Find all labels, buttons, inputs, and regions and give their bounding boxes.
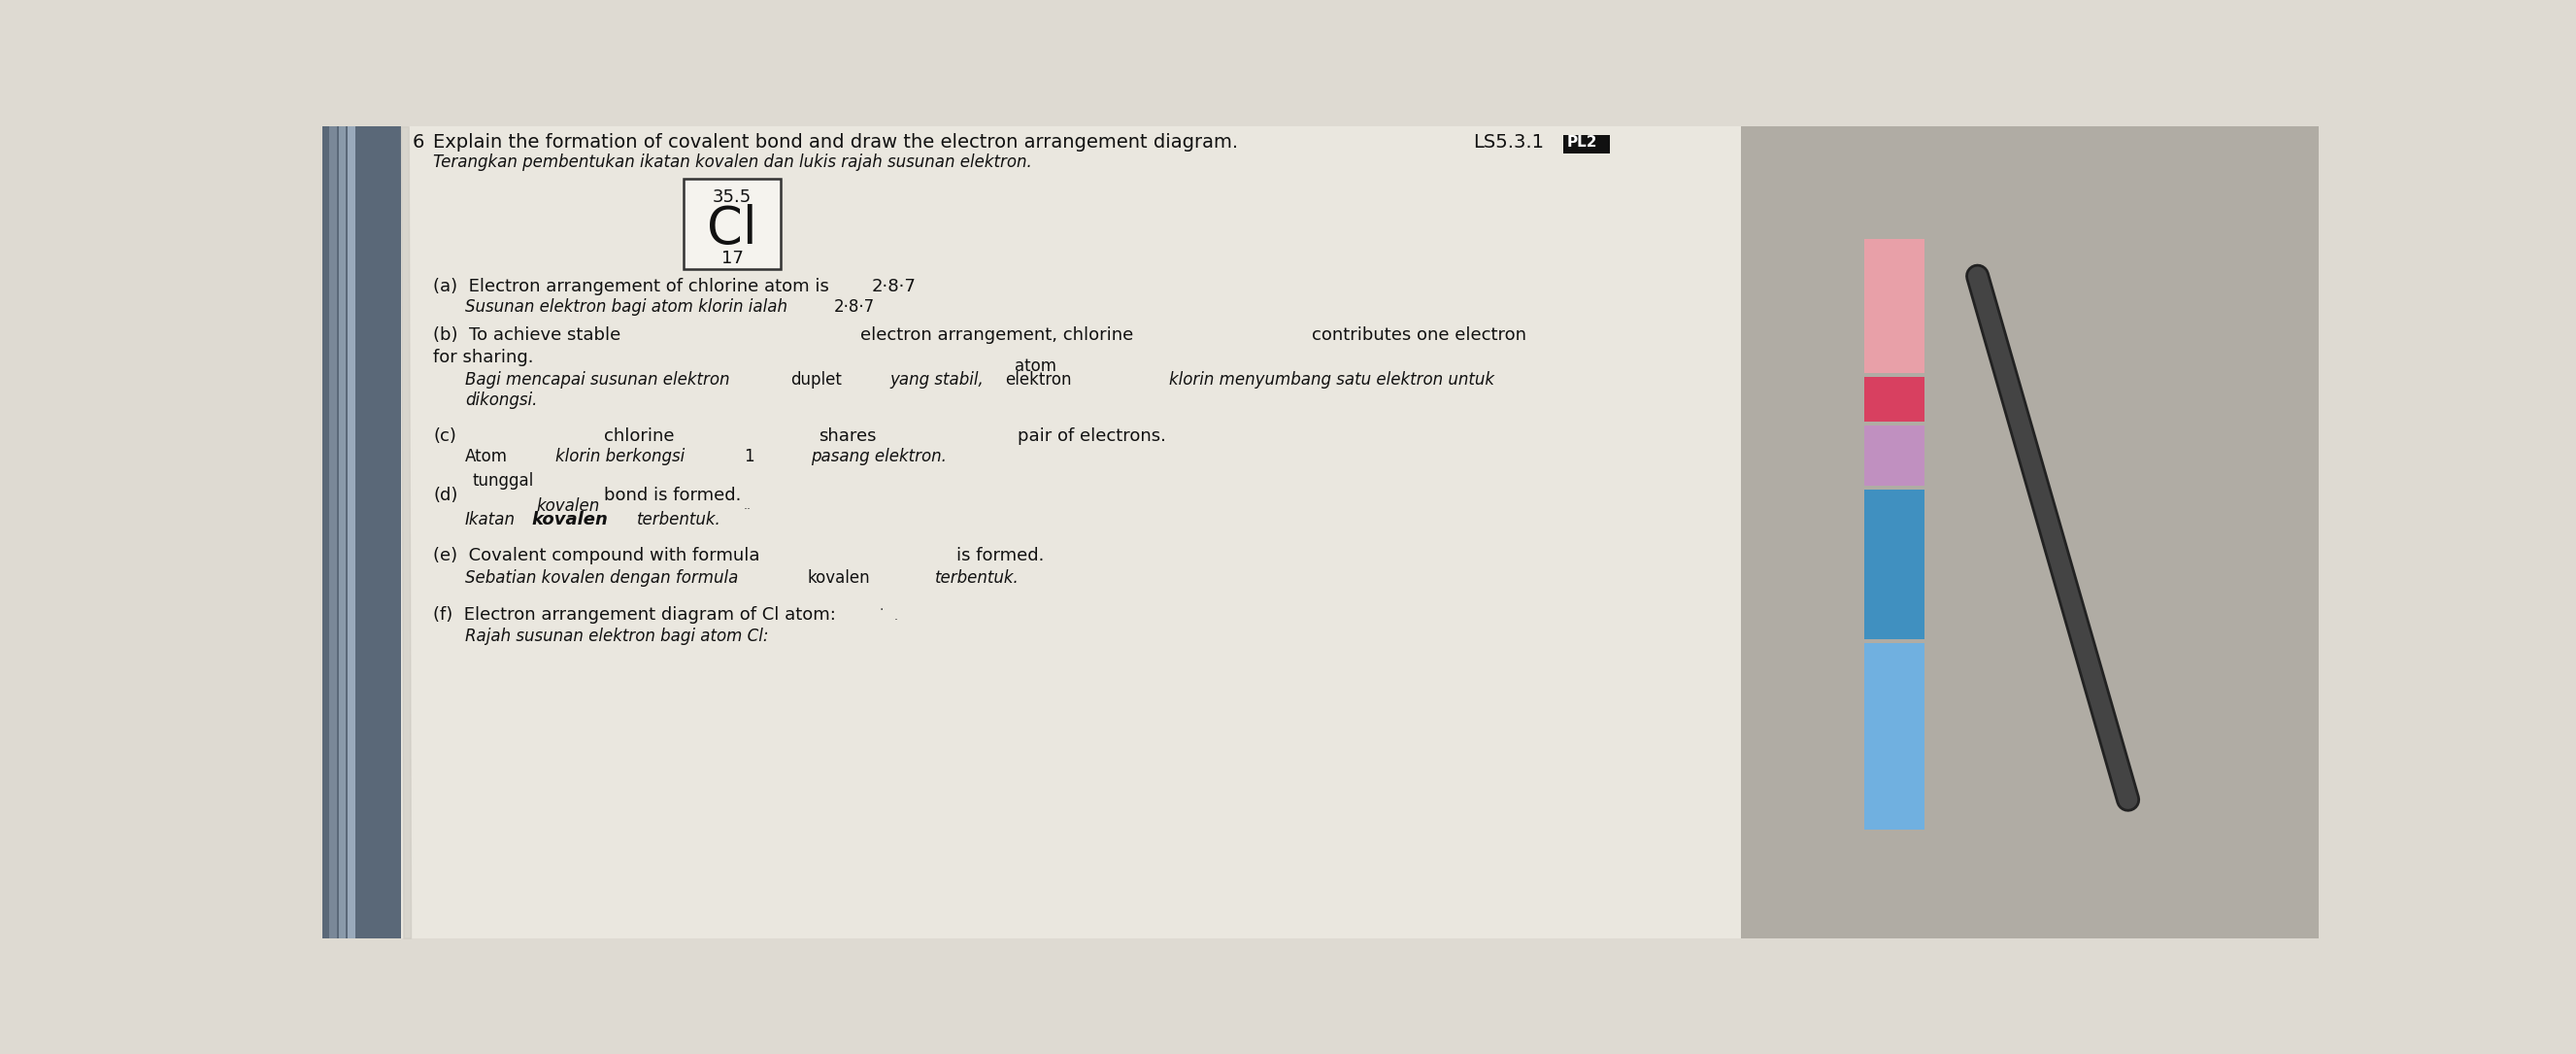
Text: chlorine: chlorine (605, 427, 675, 445)
Text: Cl: Cl (706, 204, 757, 255)
Bar (1865, 238, 1924, 373)
Text: pair of electrons.: pair of electrons. (1018, 427, 1167, 445)
Bar (1865, 489, 1924, 639)
Bar (402, 126, 1741, 938)
Text: for sharing.: for sharing. (433, 349, 533, 366)
Text: is formed.: is formed. (956, 547, 1043, 564)
Text: kovalen: kovalen (536, 497, 600, 514)
Text: 2·8·7: 2·8·7 (871, 277, 917, 295)
Text: Sebatian kovalen dengan formula: Sebatian kovalen dengan formula (466, 569, 739, 587)
Text: atom: atom (1015, 357, 1056, 375)
Text: (f)  Electron arrangement diagram of Cl atom:: (f) Electron arrangement diagram of Cl a… (433, 606, 837, 624)
Bar (348, 126, 355, 938)
Text: electron arrangement, chlorine: electron arrangement, chlorine (860, 326, 1133, 344)
Bar (683, 179, 781, 269)
Text: 35.5: 35.5 (714, 188, 752, 206)
Text: 17: 17 (721, 250, 744, 267)
Text: dikongsi.: dikongsi. (466, 392, 538, 409)
Bar (330, 126, 337, 938)
Bar (1865, 643, 1924, 829)
Bar (337, 126, 345, 938)
Text: Rajah susunan elektron bagi atom Cl:: Rajah susunan elektron bagi atom Cl: (466, 627, 768, 645)
Bar (322, 126, 404, 938)
Text: tunggal: tunggal (471, 472, 533, 489)
Text: Susunan elektron bagi atom klorin ialah: Susunan elektron bagi atom klorin ialah (466, 298, 788, 316)
Text: Explain the formation of covalent bond and draw the electron arrangement diagram: Explain the formation of covalent bond a… (433, 133, 1239, 152)
Bar (1865, 377, 1924, 422)
Text: kovalen: kovalen (806, 569, 871, 587)
Text: shares: shares (819, 427, 876, 445)
Text: Bagi mencapai susunan elektron: Bagi mencapai susunan elektron (466, 371, 729, 389)
Text: ·: · (878, 604, 884, 617)
Text: terbentuk.: terbentuk. (636, 511, 721, 528)
Text: contributes one electron: contributes one electron (1311, 326, 1525, 344)
Text: 2·8·7: 2·8·7 (835, 298, 876, 316)
Text: (e)  Covalent compound with formula: (e) Covalent compound with formula (433, 547, 760, 564)
Text: Terangkan pembentukan ikatan kovalen dan lukis rajah susunan elektron.: Terangkan pembentukan ikatan kovalen dan… (433, 153, 1033, 171)
Text: bond is formed.: bond is formed. (605, 487, 742, 505)
Text: terbentuk.: terbentuk. (935, 569, 1020, 587)
Text: ·: · (894, 614, 899, 627)
Text: pasang elektron.: pasang elektron. (811, 448, 948, 466)
Text: ··: ·· (744, 504, 752, 516)
Text: LS5.3.1: LS5.3.1 (1473, 133, 1543, 152)
Text: elektron: elektron (1005, 371, 1072, 389)
Text: yang stabil,: yang stabil, (891, 371, 984, 389)
Text: (c): (c) (433, 427, 456, 445)
Text: 1: 1 (744, 448, 755, 466)
Text: klorin menyumbang satu elektron untuk: klorin menyumbang satu elektron untuk (1170, 371, 1494, 389)
Text: PL2: PL2 (1566, 135, 1597, 150)
Text: duplet: duplet (791, 371, 842, 389)
Bar (1564, 136, 1610, 154)
Text: (a)  Electron arrangement of chlorine atom is: (a) Electron arrangement of chlorine ato… (433, 277, 829, 295)
Text: klorin berkongsi: klorin berkongsi (556, 448, 685, 466)
Text: Ikatan: Ikatan (466, 511, 515, 528)
Text: (b)  To achieve stable: (b) To achieve stable (433, 326, 621, 344)
Text: 6: 6 (412, 133, 425, 152)
Bar (1741, 126, 2318, 938)
Text: Atom: Atom (466, 448, 507, 466)
Bar (1865, 426, 1924, 486)
Text: kovalen: kovalen (531, 511, 608, 528)
Text: (d): (d) (433, 487, 459, 505)
